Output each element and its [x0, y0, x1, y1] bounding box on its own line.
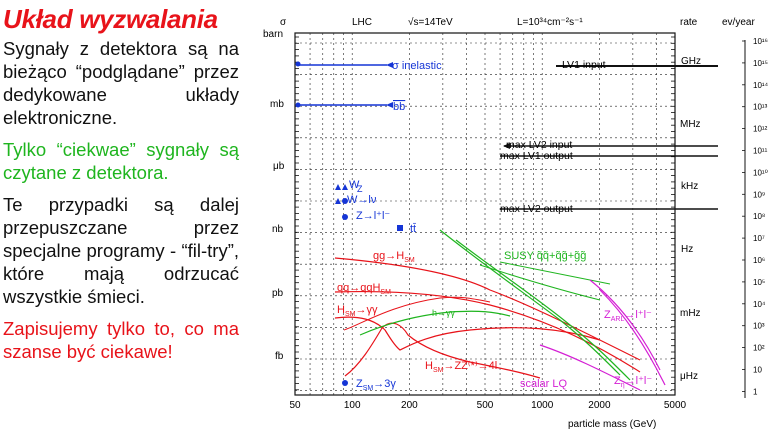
label-bb: bb	[393, 101, 405, 113]
level-max-lv2-input: max LV2 input	[506, 139, 572, 151]
z-sm-point	[342, 380, 348, 386]
events-tick-label: 10⁴	[753, 300, 766, 309]
x-axis-labels: 50 100 200 500 1000 2000 5000	[289, 400, 686, 411]
curve-gg-hsm	[334, 257, 641, 361]
events-tick-label: 10⁹	[753, 190, 765, 199]
w-lnu-point	[342, 198, 348, 204]
sigma-tick-pb: pb	[272, 288, 284, 299]
events-tick-label: 10⁸	[753, 212, 765, 221]
paragraph-conclusion: Zapisujemy tylko to, co ma szanse być ci…	[3, 318, 239, 362]
rate-tick-ghz: GHz	[681, 56, 701, 67]
curve-scalar-lq	[539, 344, 641, 391]
events-tick-label: 10⁵	[753, 278, 765, 287]
curve-zarl	[589, 279, 661, 371]
label-z-ll: Z→l⁺l⁻	[356, 210, 390, 222]
grid	[294, 33, 676, 395]
level-lv1-input: LV1 input	[562, 59, 606, 71]
header-energy: √s=14TeV	[408, 16, 453, 28]
sigma-axis-unit: barn	[263, 29, 283, 40]
tt-point	[397, 225, 403, 231]
x-tick-label: 50	[289, 400, 301, 411]
x-tick-label: 5000	[664, 400, 687, 411]
events-tick-label: 10⁶	[753, 256, 765, 265]
curve-susy-1	[439, 229, 621, 376]
rate-tick-mhz: MHz	[680, 119, 701, 130]
events-axis-label: ev/year	[722, 17, 755, 28]
left-text-column: Układ wyzwalania Sygnały z detektora są …	[3, 4, 239, 363]
label-h-gamma-gamma: HSM→γγ	[337, 304, 378, 318]
slide-title: Układ wyzwalania	[3, 4, 218, 34]
x-axis-title: particle mass (GeV)	[568, 419, 656, 430]
sigma-tick-fb: fb	[275, 351, 284, 362]
curve-susy-2	[455, 239, 631, 381]
cross-section-curves	[334, 229, 666, 391]
z-ll-point	[342, 214, 348, 220]
events-tick-label: 10¹⁰	[753, 168, 768, 177]
rate-tick-microhz: μHz	[680, 371, 698, 382]
events-tick-label: 10³	[753, 322, 765, 331]
level-max-lv2-output: max LV2 output	[500, 203, 573, 215]
curve-h-gamma-small	[359, 310, 511, 336]
label-z-sm: ZSM→3γ	[356, 378, 396, 392]
label-qq-qqhsm: qq→qqHSM	[337, 282, 391, 296]
paragraph-filters: Te przypadki są dalej przepuszczane prze…	[3, 194, 239, 307]
x-tick-label: 2000	[588, 400, 611, 411]
label-w: W	[349, 179, 360, 191]
axis-ticks	[295, 36, 675, 391]
label-h-zz: HSM→ZZ⁽*⁾→4l	[425, 360, 497, 374]
header-lhc: LHC	[352, 17, 372, 28]
sigma-tick-nb: nb	[272, 224, 284, 235]
label-sigma-inelastic: σ inelastic	[392, 60, 442, 72]
curve-h-zz-4l	[344, 322, 541, 379]
events-tick-label: 10¹³	[753, 103, 768, 112]
paragraph-signals: Sygnały z detektora są na bieżąco “podgl…	[3, 38, 239, 128]
curve-red-aux	[343, 296, 491, 331]
events-tick-label: 10¹⁴	[753, 81, 769, 90]
events-tick-label: 10¹⁶	[753, 37, 768, 46]
sigma-inelastic-point	[295, 61, 301, 67]
w-production-point	[335, 184, 341, 190]
bb-point	[295, 102, 301, 108]
level-max-lv1-output: max LV1 output	[500, 150, 573, 162]
rate-tick-hz: Hz	[681, 244, 693, 255]
paragraph-interesting: Tylko “ciekwae” sygnały są czytane z det…	[3, 139, 239, 183]
events-tick-label: 10⁷	[753, 234, 765, 243]
label-scalar-lq: scalar LQ	[520, 378, 568, 390]
events-tick-label: 10¹²	[753, 125, 768, 134]
label-zarl: ZARL→l⁺l⁻	[604, 309, 652, 323]
rate-tick-khz: kHz	[681, 181, 698, 192]
events-tick-label: 1	[753, 387, 758, 396]
label-gg-hsm: gg→HSM	[373, 250, 415, 264]
curve-zarl-2	[599, 289, 666, 386]
sigma-tick-mb: mb	[270, 99, 284, 110]
z-production-point	[342, 184, 348, 190]
events-tick-label: 10¹¹	[753, 147, 768, 156]
events-axis-labels: 10¹⁶ 10¹⁵ 10¹⁴ 10¹³ 10¹² 10¹¹ 10¹⁰ 10⁹ 10⁸ 10⁷ 10⁶…	[742, 37, 769, 396]
label-h-gamma-green: h→γγ	[432, 308, 456, 318]
label-tt: tt̄	[410, 223, 416, 235]
rate-tick-millihz: mHz	[680, 308, 701, 319]
x-tick-label: 1000	[531, 400, 554, 411]
sigma-axis-symbol: σ	[280, 17, 287, 28]
rate-axis-label: rate	[680, 17, 698, 28]
header-luminosity: L=10³⁴cm⁻²s⁻¹	[517, 17, 583, 28]
curve-susy-4	[499, 261, 611, 285]
sigma-tick-ub: μb	[273, 161, 285, 172]
events-tick-label: 10¹⁵	[753, 59, 768, 68]
events-tick-label: 10	[753, 366, 762, 375]
label-susy: SUSY q̃q̃+q̃g̃+g̃g̃	[504, 250, 586, 262]
w-decay-triangle	[335, 198, 341, 204]
x-tick-label: 200	[401, 400, 418, 411]
x-tick-label: 500	[477, 400, 494, 411]
curve-susy-3	[479, 264, 601, 301]
label-z-small: Z	[357, 184, 363, 194]
x-tick-label: 100	[344, 400, 361, 411]
label-w-lnu: W→lν	[347, 194, 377, 206]
events-tick-label: 10²	[753, 344, 765, 353]
curve-h-gamma-gamma	[334, 316, 601, 351]
label-zeta: Zη→l⁺l⁻	[614, 375, 652, 389]
